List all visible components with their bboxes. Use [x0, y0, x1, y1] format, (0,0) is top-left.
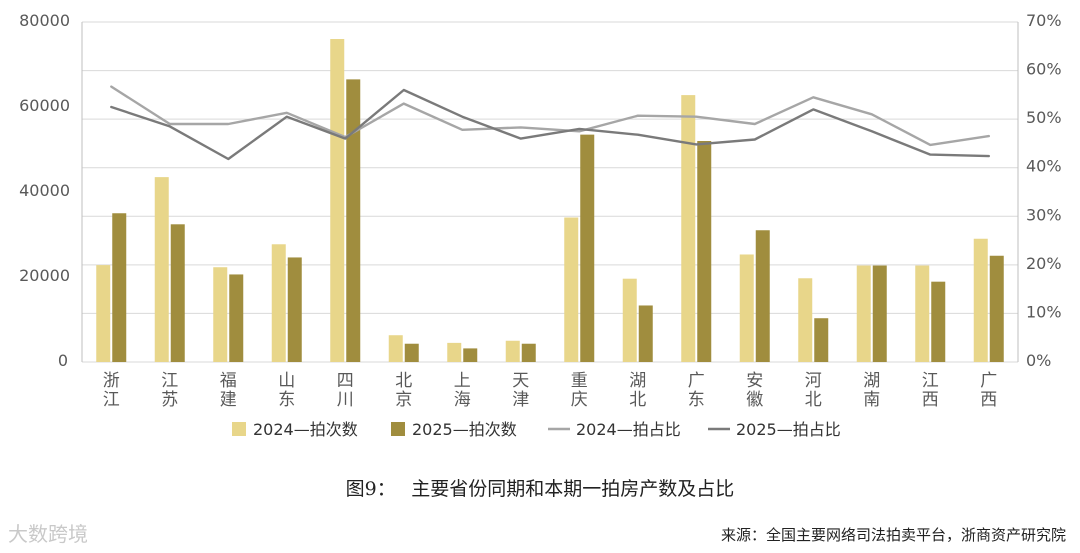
category-label: 江	[922, 371, 939, 391]
bar-2025	[170, 224, 185, 362]
bar-2025	[872, 265, 887, 362]
category-label: 北	[805, 390, 822, 410]
category-label: 苏	[161, 390, 178, 410]
bar-2025	[989, 255, 1004, 362]
category-label: 天	[512, 371, 529, 391]
category-label: 海	[454, 390, 471, 410]
bar-2025	[346, 79, 361, 362]
category-label: 上	[454, 371, 471, 391]
y-left-tick-label: 20000	[19, 266, 70, 285]
bar-2024	[271, 244, 286, 362]
category-label: 津	[512, 390, 529, 410]
bar-2025	[112, 213, 127, 362]
bar-2025	[697, 141, 712, 362]
y-right-tick-label: 40%	[1026, 157, 1062, 176]
bar-2024	[739, 254, 754, 362]
category-label: 西	[922, 390, 939, 410]
y-left-tick-label: 0	[58, 351, 68, 370]
category-label: 湖	[863, 371, 880, 391]
legend-label: 2024—拍占比	[576, 420, 681, 439]
bar-2025	[580, 134, 595, 362]
bar-2025	[638, 305, 653, 362]
line-2025-share	[110, 88, 990, 161]
bar-2025	[287, 257, 302, 362]
y-right-tick-label: 50%	[1026, 108, 1062, 127]
bar-2024	[505, 340, 520, 362]
legend-label: 2024—拍次数	[253, 420, 358, 439]
bar-2024	[622, 278, 637, 362]
category-label: 山	[278, 371, 295, 391]
category-label: 东	[688, 390, 705, 410]
legend-label: 2025—拍占比	[736, 420, 841, 439]
category-label: 庆	[571, 390, 588, 410]
category-label: 徽	[746, 390, 763, 410]
category-label: 重	[571, 371, 588, 391]
y-right-tick-label: 10%	[1026, 302, 1062, 321]
bar-2024	[681, 95, 696, 362]
y-right-tick-label: 30%	[1026, 205, 1062, 224]
bar-2024	[564, 217, 579, 362]
y-right-tick-label: 70%	[1026, 11, 1062, 30]
category-label: 四	[337, 371, 354, 391]
category-label: 广	[688, 371, 705, 391]
bar-2025	[404, 343, 419, 362]
category-label: 福	[220, 371, 237, 391]
y-left-tick-label: 80000	[19, 11, 70, 30]
legend: 2024—拍次数 2025—拍次数 2024—拍占比 2025—拍占比	[232, 420, 841, 439]
bar-2024	[798, 278, 813, 362]
category-label: 河	[805, 371, 822, 391]
source-note: 来源：全国主要网络司法拍卖平台，浙商资产研究院	[720, 526, 1066, 544]
chart: 0 20000 40000 60000 80000 0% 10% 20% 30% 40% 50% 60…	[19, 11, 1061, 439]
category-label: 北	[395, 371, 412, 391]
category-label: 安	[746, 371, 763, 391]
bar-2025	[463, 348, 478, 362]
bars	[96, 39, 1004, 362]
category-label: 南	[863, 390, 880, 410]
legend-marker	[232, 422, 246, 436]
y-right-tick-label: 60%	[1026, 60, 1062, 79]
bar-2024	[213, 267, 228, 362]
category-label: 东	[278, 390, 295, 410]
bar-2025	[229, 274, 244, 362]
category-label: 广	[980, 371, 997, 391]
bar-2024	[388, 335, 403, 362]
bar-2025	[755, 230, 770, 362]
category-label: 江	[161, 371, 178, 391]
bar-2025	[931, 281, 946, 362]
category-label: 川	[337, 390, 354, 410]
y-right-tick-label: 0%	[1026, 351, 1051, 370]
bar-2024	[96, 265, 111, 362]
bar-2025	[814, 318, 829, 362]
category-label: 江	[103, 390, 120, 410]
bar-2024	[330, 39, 345, 362]
category-label: 西	[980, 390, 997, 410]
lines	[110, 85, 990, 161]
bar-2024	[973, 238, 988, 362]
watermark: 大数跨境	[8, 522, 88, 546]
category-label: 北	[629, 390, 646, 410]
bar-2025	[521, 343, 536, 362]
legend-marker	[391, 422, 405, 436]
y-left-tick-label: 60000	[19, 96, 70, 115]
y-left-tick-label: 40000	[19, 181, 70, 200]
legend-label: 2025—拍次数	[412, 420, 517, 439]
category-label: 京	[395, 390, 412, 410]
figure-caption: 图9： 主要省份同期和本期一拍房产数及占比	[345, 478, 735, 500]
bar-2024	[447, 342, 462, 362]
bar-2024	[915, 265, 930, 362]
bar-2024	[856, 265, 871, 362]
bar-2024	[154, 177, 169, 362]
category-label: 建	[220, 390, 237, 410]
line-2024-share	[110, 85, 990, 147]
axes: 0 20000 40000 60000 80000 0% 10% 20% 30% 40% 50% 60…	[19, 11, 1061, 410]
category-label: 浙	[103, 371, 120, 391]
category-label: 湖	[629, 371, 646, 391]
y-right-tick-label: 20%	[1026, 254, 1062, 273]
